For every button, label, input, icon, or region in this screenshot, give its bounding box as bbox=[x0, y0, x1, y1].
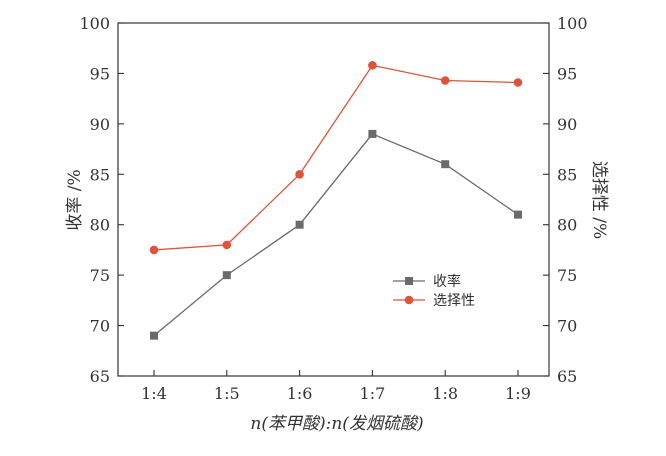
series-line-0 bbox=[153, 133, 519, 337]
x-tick-label: 1:6 bbox=[287, 384, 313, 403]
data-point-yield bbox=[441, 160, 450, 169]
x-tick-label: 1:4 bbox=[141, 384, 167, 403]
y-left-tick-label: 70 bbox=[90, 317, 110, 336]
y-left-tick-label: 80 bbox=[90, 216, 110, 235]
y-right-axis: 65 70 75 80 85 90 95 100 bbox=[543, 14, 588, 386]
y-right-tick-label: 95 bbox=[557, 64, 577, 83]
y-right-tick-label: 90 bbox=[557, 115, 577, 134]
legend: 收率 选择性 bbox=[393, 273, 475, 309]
y-left-tick-label: 85 bbox=[90, 165, 110, 184]
y-left-tick-label: 95 bbox=[90, 64, 110, 83]
legend-yield-label: 收率 bbox=[433, 273, 461, 290]
y-left-tick-label: 75 bbox=[90, 266, 110, 285]
y-left-tick-label: 65 bbox=[90, 367, 110, 386]
y-right-tick-label: 70 bbox=[557, 317, 577, 336]
x-tick-label: 1:8 bbox=[432, 384, 458, 403]
y-right-axis-title: 选择性 /% bbox=[589, 161, 609, 239]
data-point-selectivity bbox=[440, 76, 450, 85]
y-right-tick-label: 65 bbox=[557, 367, 577, 386]
data-point-yield bbox=[295, 220, 304, 229]
data-point-yield bbox=[368, 129, 377, 138]
x-axis: 1:4 1:5 1:6 1:7 1:8 1:9 bbox=[141, 370, 531, 403]
data-point-yield bbox=[514, 210, 522, 219]
data-point-selectivity bbox=[149, 245, 159, 255]
series-line-1 bbox=[153, 64, 519, 251]
data-point-selectivity bbox=[222, 240, 232, 250]
y-right-tick-label: 80 bbox=[557, 216, 577, 235]
data-point-yield bbox=[150, 331, 158, 340]
data-point-selectivity bbox=[368, 61, 377, 70]
y-right-tick-label: 85 bbox=[557, 165, 577, 184]
data-point-selectivity bbox=[513, 78, 523, 87]
legend-selectivity-marker bbox=[404, 295, 414, 305]
x-axis-title: n(苯甲酸):n(发烟硫酸) bbox=[250, 414, 423, 434]
data-point-yield bbox=[222, 271, 231, 280]
y-left-tick-label: 100 bbox=[79, 14, 110, 33]
x-tick-label: 1:7 bbox=[360, 384, 386, 403]
data-point-selectivity bbox=[295, 169, 304, 179]
y-left-tick-label: 90 bbox=[90, 115, 110, 134]
series-layer bbox=[149, 61, 523, 340]
y-right-tick-label: 75 bbox=[557, 266, 577, 285]
legend-selectivity-label: 选择性 bbox=[433, 293, 475, 309]
y-left-axis-title: 收率 /% bbox=[65, 169, 85, 230]
y-right-tick-label: 100 bbox=[557, 14, 588, 33]
plot-frame bbox=[117, 22, 550, 377]
x-tick-label: 1:9 bbox=[505, 384, 531, 403]
y-left-axis: 65 70 75 80 85 90 95 100 bbox=[79, 14, 124, 386]
x-tick-label: 1:5 bbox=[214, 384, 240, 403]
legend-yield-marker bbox=[405, 277, 413, 285]
